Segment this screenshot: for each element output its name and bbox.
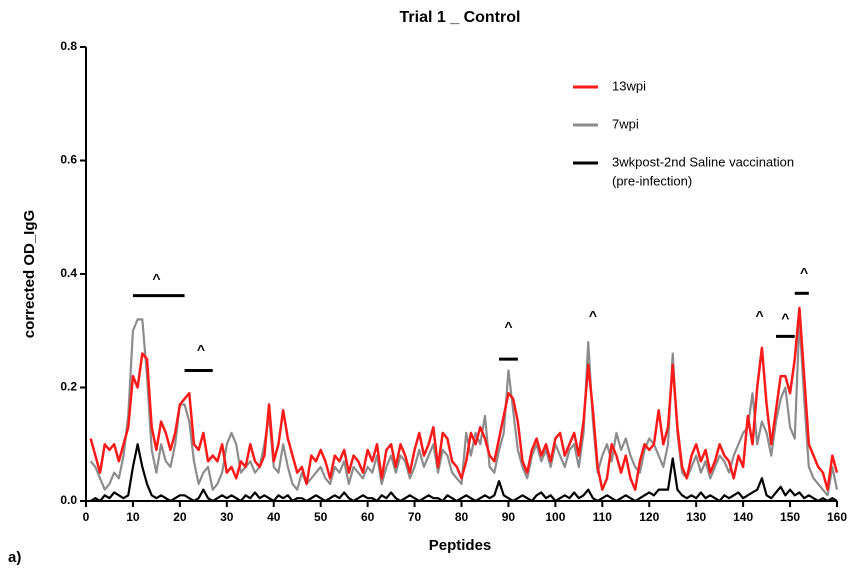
legend-label: 7wpi [612,116,639,131]
x-tick-label: 130 [686,510,706,524]
x-tick-label: 50 [314,510,328,524]
x-tick-label: 80 [455,510,469,524]
x-tick-label: 40 [267,510,281,524]
y-tick-label: 0.0 [60,493,77,507]
series-line [90,443,838,503]
x-tick-label: 160 [827,510,847,524]
legend-label: 3wkpost-2nd Saline vaccination [612,154,794,169]
x-tick-label: 140 [733,510,753,524]
x-tick-label: 70 [408,510,422,524]
legend-label: 13wpi [612,78,646,93]
x-tick-label: 100 [545,510,565,524]
y-tick-label: 0.8 [60,39,77,53]
x-tick-label: 90 [502,510,516,524]
annotation: ^ [589,307,597,323]
chart-title: Trial 1 _ Control [400,9,521,26]
y-tick-label: 0.6 [60,153,77,167]
x-tick-label: 20 [173,510,187,524]
x-tick-label: 30 [220,510,234,524]
x-tick-label: 60 [361,510,375,524]
x-tick-label: 120 [639,510,659,524]
annotation: ^ [197,341,205,357]
series-line [89,318,839,497]
annotation: ^ [800,265,808,281]
annotation: ^ [755,307,763,323]
y-axis-label: corrected OD_IgG [21,210,38,338]
legend-note: (pre-infection) [612,173,692,188]
annotation: ^ [152,270,160,286]
x-tick-label: 10 [126,510,140,524]
x-tick-label: 0 [83,510,90,524]
x-tick-label: 110 [593,510,613,524]
x-tick-label: 150 [780,510,800,524]
y-tick-label: 0.4 [60,266,77,280]
annotation: ^ [504,319,512,335]
panel-label: a) [8,549,21,566]
annotation: ^ [781,310,789,326]
series-line [89,306,839,491]
y-tick-label: 0.2 [60,380,77,394]
x-axis-label: Peptides [429,537,492,554]
